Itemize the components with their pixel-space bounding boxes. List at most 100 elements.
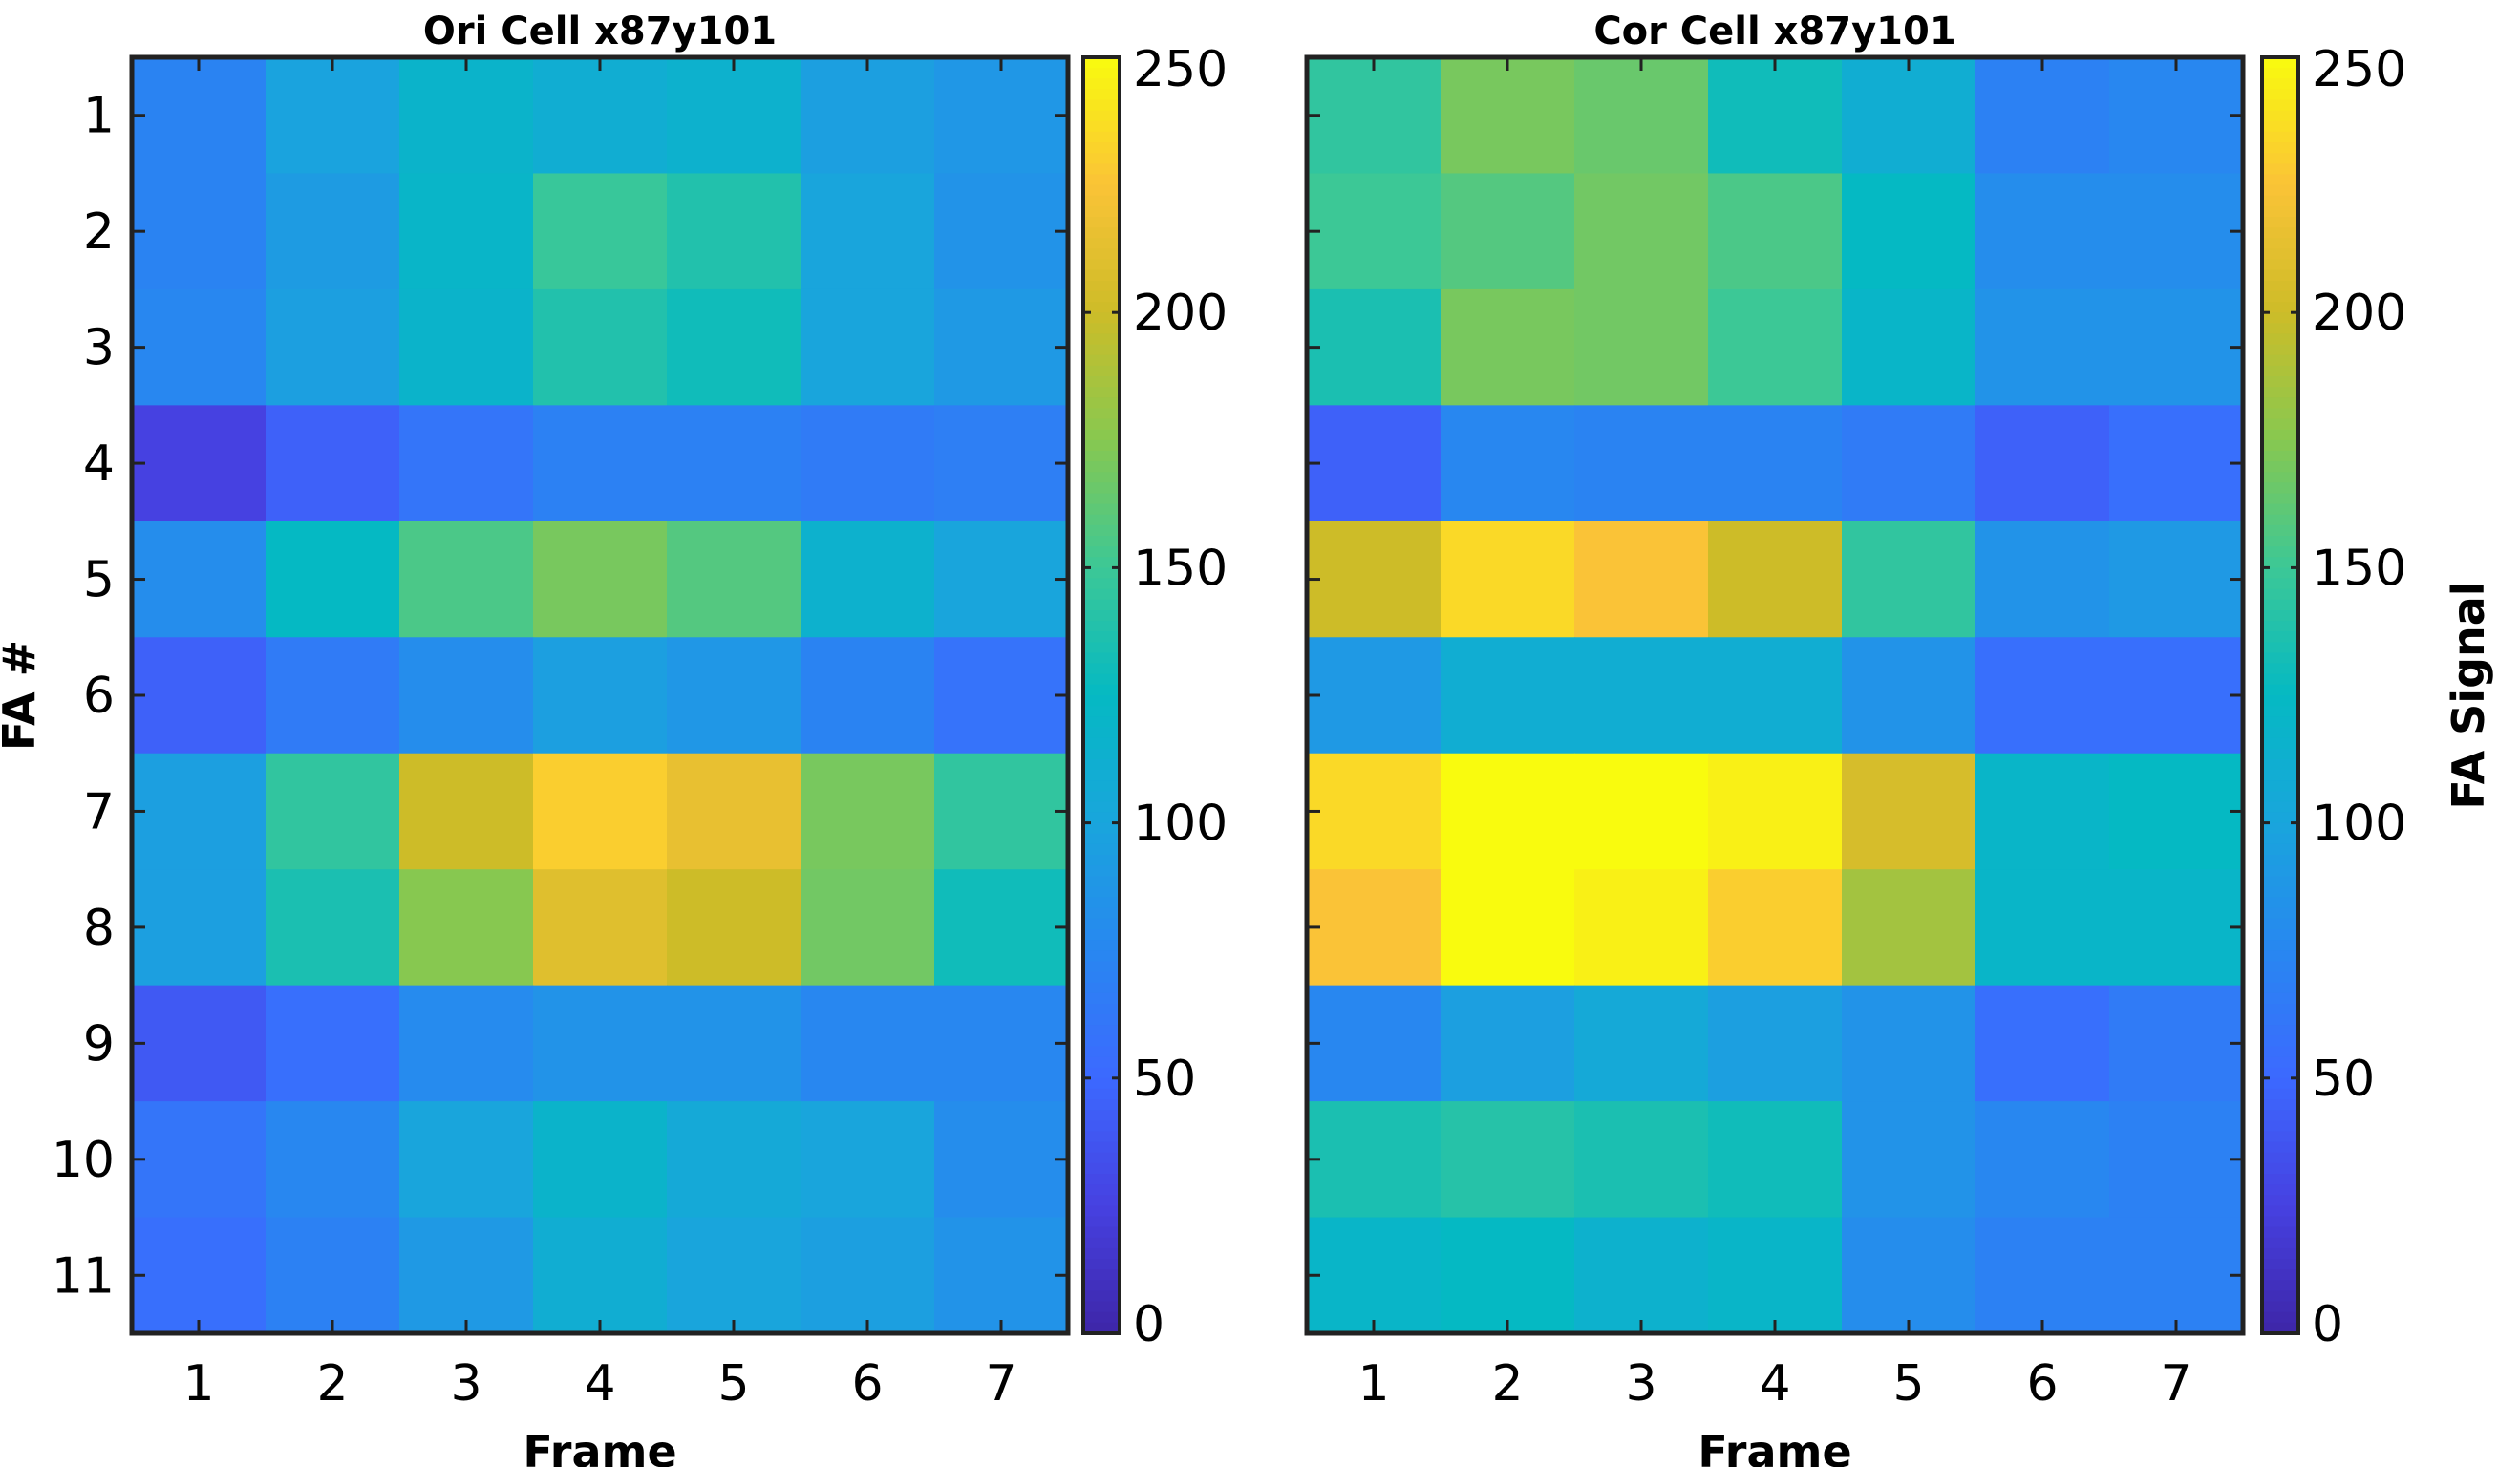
p1-colorbar-segment: [2262, 918, 2298, 930]
p0-cell-r3-c3: [399, 288, 534, 406]
p0-colorbar-tick-label-1: 0: [1133, 1296, 1164, 1353]
p0-colorbar-segment: [1083, 1290, 1120, 1303]
p0-colorbar-segment: [1083, 843, 1120, 856]
p1-colorbar-segment: [2262, 461, 2298, 473]
p0-colorbar-segment: [1083, 769, 1120, 781]
p1-colorbar-segment: [2262, 599, 2298, 611]
p1-cell-r4-c6: [1975, 405, 2110, 522]
p0-cell-r7-c3: [399, 753, 534, 870]
p1-cell-r1-c4: [1708, 57, 1843, 175]
p0-colorbar-segment: [1083, 599, 1120, 611]
p0-colorbar-tick-label-2: 50: [1133, 1051, 1196, 1108]
p1-colorbar-segment: [2262, 928, 2298, 941]
p0-xtick-label-4: 4: [584, 1355, 615, 1413]
p0-colorbar-segment: [1083, 621, 1120, 632]
p0-cell-r6-c2: [266, 637, 400, 755]
p1-cell-r2-c5: [1842, 173, 1976, 290]
p0-colorbar-segment: [1083, 1311, 1120, 1324]
p0-cell-r11-c3: [399, 1217, 534, 1334]
p1-colorbar-segment: [2262, 365, 2298, 377]
p0-colorbar-segment: [1083, 450, 1120, 462]
p1-cell-r5-c1: [1307, 521, 1442, 638]
p1-colorbar-segment: [2262, 588, 2298, 601]
p1-colorbar-segment: [2262, 1322, 2298, 1334]
p0-ytick-label-6: 6: [83, 668, 115, 725]
p1-cell-r3-c4: [1708, 288, 1843, 406]
p1-colorbar-segment: [2262, 546, 2298, 559]
p0-colorbar-segment: [1083, 503, 1120, 516]
p1-colorbar-segment: [2262, 312, 2298, 325]
p0-colorbar-segment: [1083, 886, 1120, 899]
p0-cell-r5-c1: [132, 521, 267, 638]
p0-colorbar-segment: [1083, 812, 1120, 824]
p0-cell-r8-c1: [132, 869, 267, 987]
p0-colorbar-segment: [1083, 1131, 1120, 1143]
p1-colorbar-segment: [2262, 333, 2298, 346]
p0-colorbar-segment: [1083, 992, 1120, 1005]
p0-ytick-label-9: 9: [83, 1015, 115, 1073]
p0-cell-r3-c6: [801, 288, 935, 406]
p1-colorbar-segment: [2262, 524, 2298, 537]
p0-colorbar-segment: [1083, 344, 1120, 356]
p0-colorbar-segment: [1083, 855, 1120, 866]
p0-cell-r8-c7: [934, 869, 1069, 987]
p0-cell-r3-c5: [667, 288, 801, 406]
p1-colorbar-segment: [2262, 1141, 2298, 1154]
p0-ytick-label-1: 1: [83, 88, 115, 145]
p0-colorbar-segment: [1083, 418, 1120, 431]
p1-colorbar-segment: [2262, 514, 2298, 526]
p1-colorbar-segment: [2262, 748, 2298, 760]
p0-colorbar-segment: [1083, 1152, 1120, 1164]
p1-colorbar-frame: [2260, 55, 2300, 1335]
p1-colorbar-segment: [2262, 695, 2298, 707]
p1-cell-r3-c2: [1441, 288, 1575, 406]
p0-colorbar-segment: [1083, 1322, 1120, 1334]
p0-colorbar-segment: [1083, 195, 1120, 207]
p0-colorbar-segment: [1083, 57, 1120, 69]
p1-colorbar-segment: [2262, 567, 2298, 580]
p0-cell-r10-c4: [533, 1101, 668, 1219]
p1-colorbar-tick-label-5: 200: [2312, 285, 2406, 342]
p0-cell-r6-c1: [132, 637, 267, 755]
p0-colorbar-segment: [1083, 588, 1120, 601]
p0-colorbar-segment: [1083, 472, 1120, 484]
p0-colorbar-segment: [1083, 1003, 1120, 1015]
p1-cell-r6-c2: [1441, 637, 1575, 755]
p1-cell-r2-c7: [2109, 173, 2244, 290]
p1-colorbar-segment: [2262, 801, 2298, 814]
p0-colorbar-segment: [1083, 1195, 1120, 1207]
p0-colorbar-segment: [1083, 780, 1120, 792]
p0-cell-r5-c7: [934, 521, 1069, 638]
p1-colorbar-segment: [2262, 503, 2298, 516]
p1-colorbar-segment: [2262, 1003, 2298, 1015]
p1-colorbar-segment: [2262, 89, 2298, 101]
p1-colorbar-segment: [2262, 1035, 2298, 1048]
p1-cell-r11-c2: [1441, 1217, 1575, 1334]
p1-cell-r11-c5: [1842, 1217, 1976, 1334]
p0-colorbar-segment: [1083, 153, 1120, 165]
p1-cell-r1-c1: [1307, 57, 1442, 175]
p0-xtick-label-1: 1: [182, 1355, 214, 1413]
p0-ytick-label-7: 7: [83, 783, 115, 840]
p1-cell-r2-c4: [1708, 173, 1843, 290]
p1-cell-r6-c7: [2109, 637, 2244, 755]
p0-title: Ori Cell x87y101: [423, 10, 777, 53]
p0-colorbar-segment: [1083, 652, 1120, 665]
p1-colorbar-segment: [2262, 1067, 2298, 1079]
heatmap-ori: Ori Cell x87y101 1 2 3 4 5 6 7 1 2 3 4 5 6 7 8 9 10 11 Fram…: [0, 10, 1228, 1467]
p0-cell-r3-c2: [266, 288, 400, 406]
p0-colorbar-segment: [1083, 269, 1120, 282]
p0-cell-r3-c1: [132, 288, 267, 406]
p0-ytick-label-11: 11: [52, 1247, 115, 1305]
p0-colorbar-segment: [1083, 1280, 1120, 1292]
p0-colorbar-segment: [1083, 865, 1120, 878]
p0-colorbar-segment: [1083, 1269, 1120, 1282]
p1-colorbar-segment: [2262, 1247, 2298, 1260]
p1-colorbar-segment: [2262, 269, 2298, 282]
p1-colorbar-segment: [2262, 1025, 2298, 1037]
p1-colorbar-segment: [2262, 450, 2298, 462]
p0-ytick-label-8: 8: [83, 900, 115, 957]
p0-cell-r3-c7: [934, 288, 1069, 406]
p1-cell-r5-c5: [1842, 521, 1976, 638]
p1-colorbar-segment: [2262, 982, 2298, 994]
